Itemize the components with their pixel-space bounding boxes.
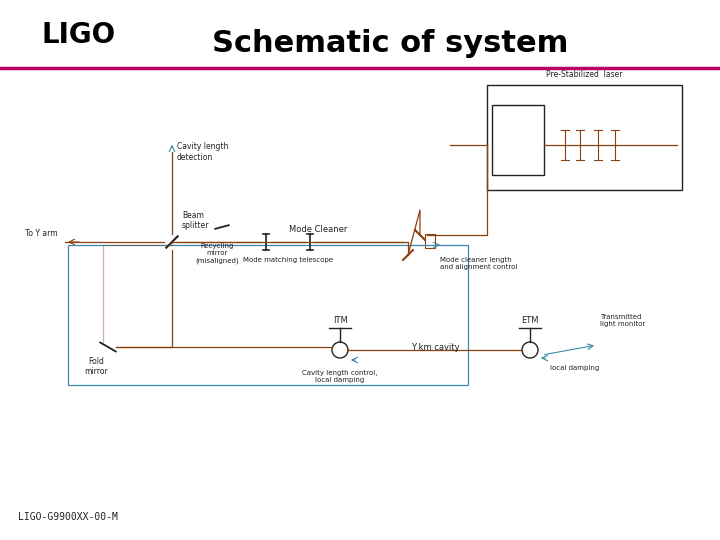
Text: LIGO: LIGO <box>42 21 116 49</box>
Text: Mode Cleaner: Mode Cleaner <box>289 226 347 234</box>
Bar <box>487 85 682 190</box>
Text: Transmitted
light monitor: Transmitted light monitor <box>600 314 645 327</box>
Text: Cavity length control,
local damping: Cavity length control, local damping <box>302 370 378 383</box>
Bar <box>425 234 435 248</box>
Text: Mode cleaner length
and alignment control: Mode cleaner length and alignment contro… <box>440 257 518 270</box>
Text: local damping: local damping <box>550 365 599 371</box>
Text: Fold
mirror: Fold mirror <box>84 357 108 376</box>
Text: Schematic of system: Schematic of system <box>212 29 568 57</box>
Text: LIGO-G9900XX-00-M: LIGO-G9900XX-00-M <box>18 512 118 522</box>
Text: ITM: ITM <box>333 316 347 325</box>
Text: To Y arm: To Y arm <box>25 229 58 238</box>
Text: Beam
splitter: Beam splitter <box>182 211 210 230</box>
Text: ETM: ETM <box>521 316 539 325</box>
Text: Cavity length
detection: Cavity length detection <box>177 143 228 161</box>
Text: Recycling
mirror
(misaligned): Recycling mirror (misaligned) <box>195 243 239 264</box>
Text: Mode matching telescope: Mode matching telescope <box>243 257 333 263</box>
Bar <box>492 105 544 175</box>
Text: Pre-Stabilized  laser: Pre-Stabilized laser <box>546 70 623 79</box>
Text: Y km cavity: Y km cavity <box>410 343 459 353</box>
Bar <box>68 245 468 385</box>
